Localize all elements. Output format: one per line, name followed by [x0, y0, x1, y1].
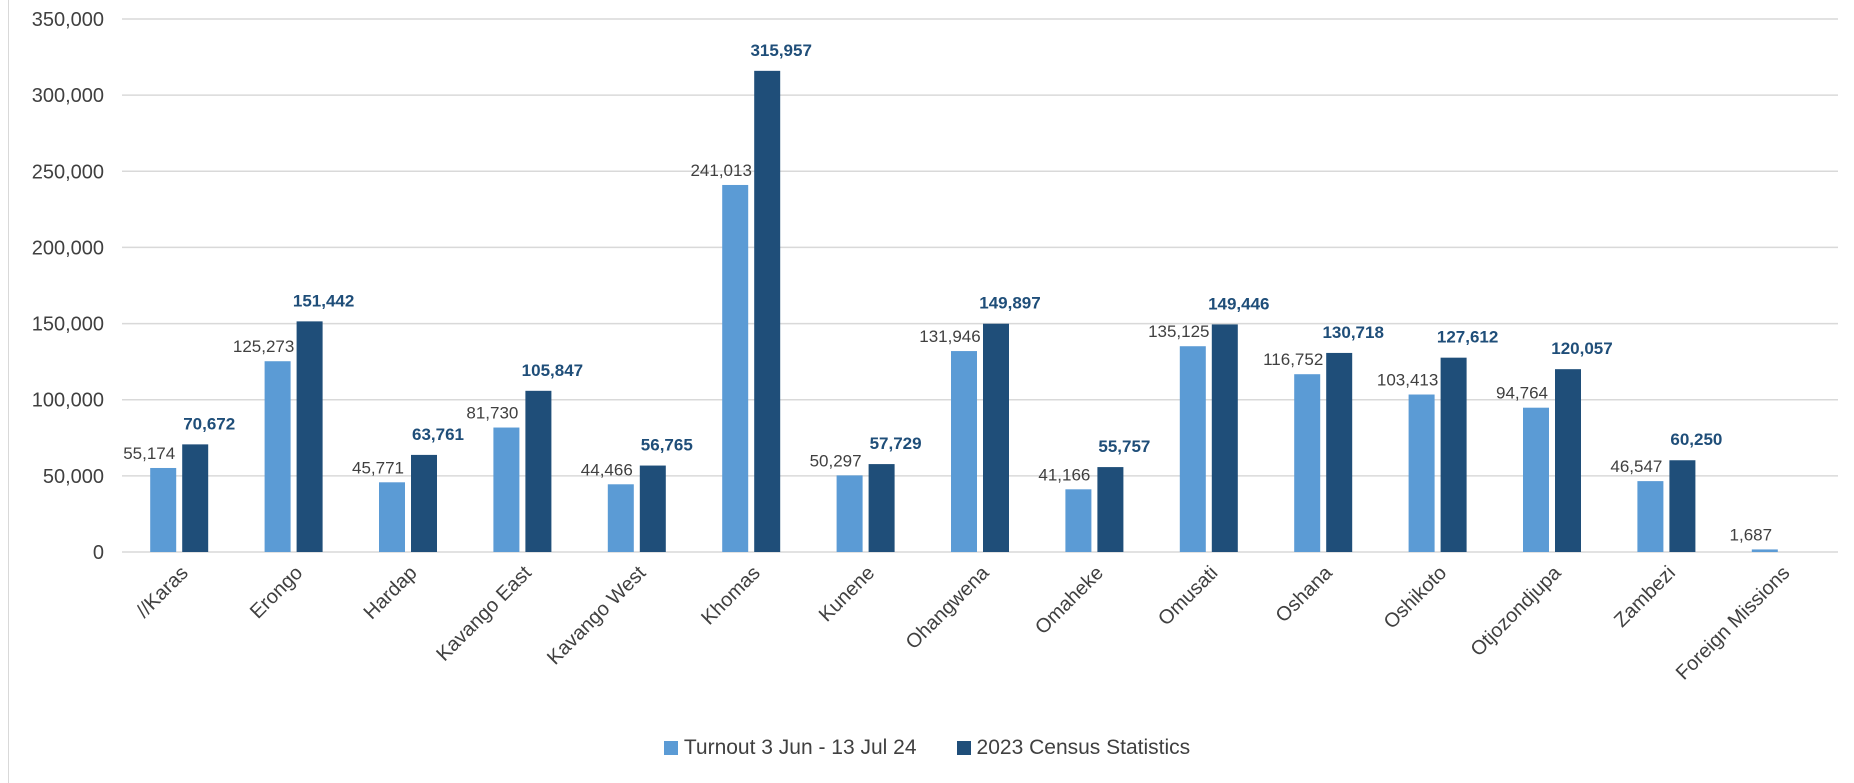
- data-label-census: 149,446: [1208, 294, 1269, 313]
- bar-census: [1097, 467, 1124, 552]
- data-label-turnout: 125,273: [233, 337, 294, 356]
- bar-census: [1555, 369, 1581, 552]
- legend-label-census: 2023 Census Statistics: [976, 736, 1191, 759]
- bar-census: [182, 444, 209, 552]
- bar-census: [868, 464, 895, 552]
- data-label-census: 315,957: [750, 41, 811, 60]
- bar-turnout: [951, 351, 977, 552]
- bar-turnout: [836, 475, 863, 552]
- bar-turnout: [1179, 346, 1206, 552]
- bar-turnout: [150, 467, 177, 552]
- x-category-label: Hardap: [360, 562, 422, 624]
- x-category-label: Erongo: [246, 562, 307, 623]
- data-label-turnout: 103,413: [1377, 371, 1438, 390]
- data-label-turnout: 131,946: [919, 327, 980, 346]
- x-category-label: Omaheke: [1031, 562, 1108, 639]
- legend-label-turnout: Turnout 3 Jun - 13 Jul 24: [683, 736, 917, 759]
- bar-census: [296, 321, 323, 552]
- legend-item-census: 2023 Census Statistics: [956, 736, 1191, 760]
- bar-turnout: [1408, 394, 1435, 552]
- data-label-census: 63,761: [412, 425, 464, 444]
- data-label-census: 57,729: [870, 434, 922, 453]
- x-category-label: Kavango West: [543, 562, 651, 670]
- x-category-label: Otjozondjupa: [1467, 561, 1567, 661]
- x-category-label: Oshikoto: [1380, 562, 1451, 633]
- data-label-census: 149,897: [979, 294, 1040, 313]
- y-tick-label: 50,000: [43, 466, 104, 488]
- x-axis-categories: //Karas Erongo Hardap Kavango East Kavango W…: [132, 561, 1794, 684]
- x-category-label: Kunene: [815, 562, 879, 626]
- data-label-census: 55,757: [1098, 437, 1150, 456]
- bar-census: [754, 70, 781, 553]
- data-label-turnout: 45,771: [352, 458, 404, 477]
- legend-item-turnout: Turnout 3 Jun - 13 Jul 24: [663, 736, 917, 760]
- bar-turnout: [493, 427, 520, 552]
- x-category-label: //Karas: [132, 562, 192, 622]
- y-tick-label: 100,000: [32, 390, 104, 412]
- data-label-turnout: 41,166: [1038, 465, 1090, 484]
- bar-turnout: [1751, 549, 1778, 552]
- bar-turnout: [1637, 481, 1664, 552]
- y-tick-label: 350,000: [32, 9, 104, 31]
- data-label-turnout: 241,013: [690, 161, 751, 180]
- chart-frame: [8, 0, 1854, 783]
- data-labels: 55,174 70,672 125,273 151,442 45,771 63,76181…: [123, 41, 1772, 545]
- x-category-label: Khomas: [697, 562, 764, 629]
- legend-swatch-census: [956, 741, 971, 755]
- data-label-census: 120,057: [1551, 339, 1612, 358]
- data-label-census: 151,442: [293, 291, 354, 310]
- bar-turnout: [1523, 407, 1549, 552]
- bar-census: [1326, 352, 1353, 552]
- data-label-turnout: 135,125: [1148, 322, 1209, 341]
- data-label-turnout: 1,687: [1730, 525, 1773, 544]
- data-label-census: 70,672: [183, 414, 235, 433]
- bar-census: [983, 323, 1009, 552]
- bar-census: [1440, 357, 1467, 552]
- data-label-census: 56,765: [641, 436, 693, 455]
- legend: Turnout 3 Jun - 13 Jul 24 2023 Census St…: [0, 733, 1854, 763]
- data-label-census: 105,847: [522, 361, 583, 380]
- bar-census: [411, 454, 437, 552]
- data-label-turnout: 81,730: [466, 404, 518, 423]
- data-label-turnout: 55,174: [123, 444, 175, 463]
- x-category-label: Ohangwena: [902, 561, 994, 653]
- y-tick-label: 300,000: [32, 85, 104, 107]
- data-label-census: 127,612: [1437, 328, 1498, 347]
- data-label-census: 130,718: [1322, 323, 1383, 342]
- data-label-census: 60,250: [1670, 430, 1722, 449]
- y-tick-label: 200,000: [32, 237, 104, 259]
- data-label-turnout: 46,547: [1610, 457, 1662, 476]
- bar-census: [1669, 460, 1696, 552]
- data-label-turnout: 94,764: [1496, 384, 1548, 403]
- bars: [150, 70, 1778, 553]
- x-category-label: Omusati: [1154, 562, 1222, 630]
- bar-census: [1211, 324, 1238, 552]
- x-category-label: Zambezi: [1610, 562, 1680, 632]
- x-category-label: Foreign Missions: [1672, 562, 1794, 684]
- grid-lines: [122, 18, 1838, 553]
- x-category-label: Oshana: [1272, 561, 1338, 627]
- bar-turnout: [1065, 489, 1092, 552]
- x-category-label: Kavango East: [432, 562, 536, 666]
- data-label-turnout: 116,752: [1263, 350, 1323, 369]
- y-tick-label: 0: [93, 542, 104, 564]
- bar-turnout: [379, 482, 405, 552]
- data-label-turnout: 50,297: [810, 451, 862, 470]
- y-axis-ticks: 0 50,000 100,000 150,000 200,000 250,000 300,0…: [32, 9, 104, 564]
- bar-census: [525, 390, 552, 552]
- y-tick-label: 250,000: [32, 161, 104, 183]
- bar-turnout: [264, 361, 291, 552]
- data-label-turnout: 44,466: [581, 460, 633, 479]
- bar-census: [639, 465, 666, 552]
- bar-turnout: [607, 484, 634, 552]
- legend-swatch-turnout: [663, 741, 678, 755]
- bar-turnout: [722, 184, 749, 553]
- bar-turnout: [1294, 374, 1321, 552]
- y-tick-label: 150,000: [32, 314, 104, 336]
